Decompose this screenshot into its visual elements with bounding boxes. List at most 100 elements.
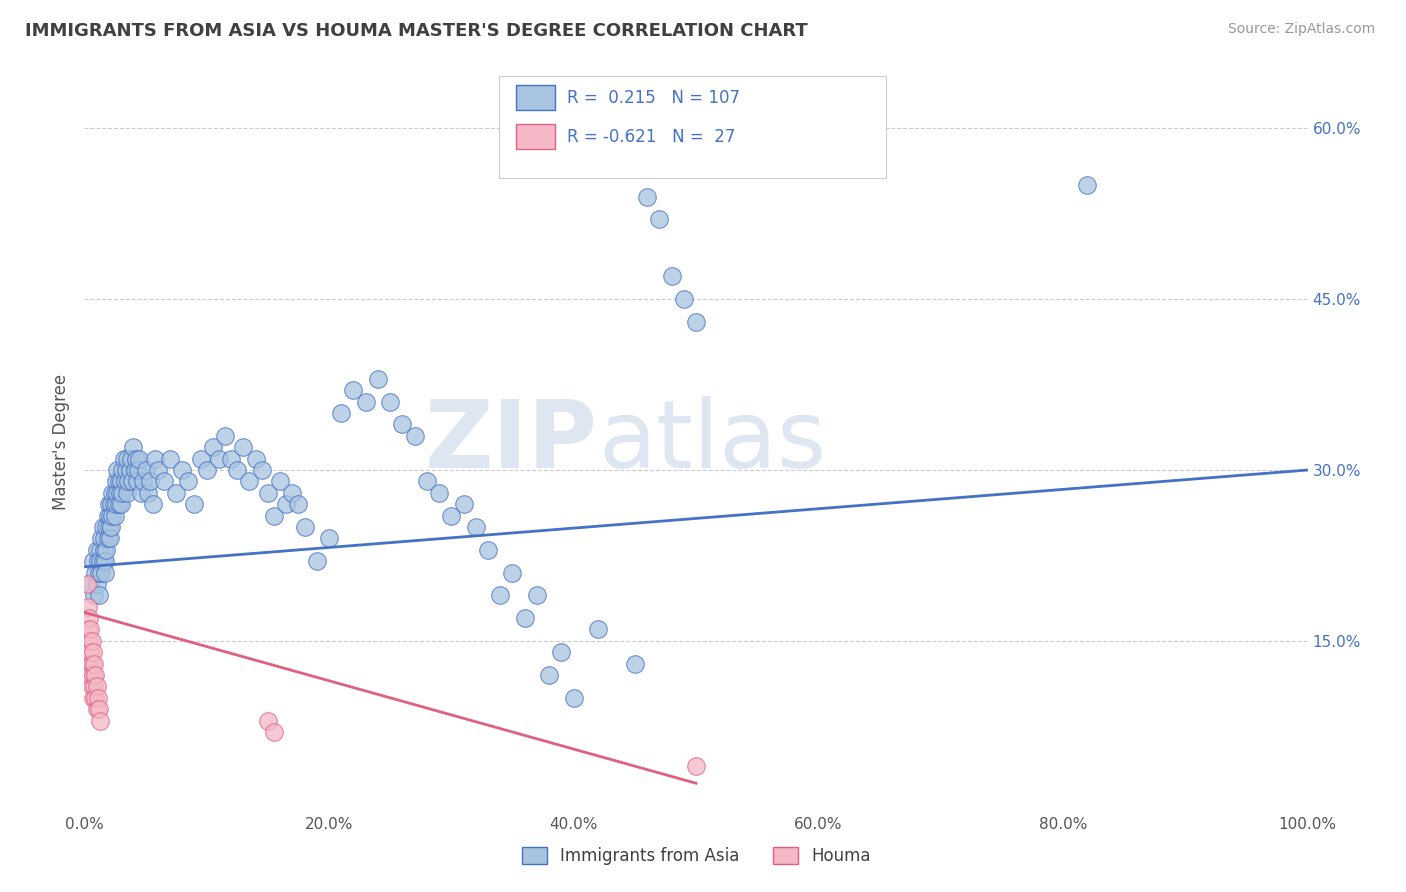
Point (79, 623, 101, 637)
Point (367, 372, 389, 386)
Point (146, 463, 169, 477)
Text: R =  0.215   N = 107: R = 0.215 N = 107 (567, 89, 740, 107)
Point (80, 680, 103, 694)
Text: IMMIGRANTS FROM ASIA VS HOUMA MASTER'S DEGREE CORRELATION CHART: IMMIGRANTS FROM ASIA VS HOUMA MASTER'S D… (25, 22, 808, 40)
Point (143, 451, 166, 466)
Point (440, 508, 463, 523)
Point (83, 657, 105, 671)
Point (127, 463, 149, 477)
Point (105, 485, 128, 500)
Point (624, 657, 647, 671)
Point (77, 611, 100, 625)
Point (86, 702, 108, 716)
Point (80, 657, 103, 671)
Point (190, 451, 212, 466)
Point (513, 611, 536, 625)
Point (269, 475, 291, 489)
Point (416, 475, 439, 489)
Point (82, 645, 104, 659)
Point (502, 566, 524, 580)
Point (105, 497, 128, 511)
Point (404, 429, 426, 443)
Point (125, 451, 148, 466)
Point (263, 725, 285, 739)
Point (305, 554, 328, 568)
Point (226, 463, 249, 477)
Point (77, 623, 100, 637)
Point (128, 451, 150, 466)
Point (87, 690, 110, 705)
Point (489, 588, 512, 602)
Point (121, 475, 143, 489)
Point (94, 566, 117, 580)
Point (90, 566, 112, 580)
Point (103, 497, 125, 511)
Point (195, 463, 218, 477)
Point (77, 633, 100, 648)
Point (79, 645, 101, 659)
Point (661, 269, 683, 284)
Point (250, 463, 273, 477)
Point (79, 668, 101, 682)
Point (111, 485, 134, 500)
Point (94, 554, 117, 568)
Point (83, 588, 105, 602)
Point (453, 497, 475, 511)
Point (93, 542, 115, 557)
Point (110, 475, 132, 489)
Point (108, 485, 131, 500)
Point (100, 520, 122, 534)
Point (87, 702, 110, 716)
Point (100, 497, 122, 511)
Point (87, 588, 110, 602)
Point (84, 690, 107, 705)
Point (464, 520, 486, 534)
Point (83, 680, 105, 694)
Point (91, 520, 114, 534)
Point (294, 520, 316, 534)
Point (550, 645, 572, 659)
Point (115, 463, 138, 477)
Point (129, 485, 152, 500)
Point (232, 440, 254, 454)
Point (77, 657, 100, 671)
Point (111, 463, 134, 477)
Point (208, 451, 231, 466)
Point (281, 485, 304, 500)
Point (391, 417, 413, 432)
Point (648, 212, 671, 227)
Point (89, 554, 111, 568)
Point (98, 532, 121, 546)
Point (685, 315, 707, 329)
Point (117, 475, 139, 489)
Point (105, 475, 128, 489)
Point (526, 588, 548, 602)
Point (153, 475, 176, 489)
Point (139, 475, 162, 489)
Text: ZIP: ZIP (425, 395, 598, 488)
Point (79, 577, 101, 591)
Point (98, 508, 121, 523)
Point (342, 384, 364, 398)
Point (82, 668, 104, 682)
Point (276, 497, 298, 511)
Point (122, 440, 145, 454)
Point (219, 451, 242, 466)
Point (114, 475, 136, 489)
Point (86, 577, 108, 591)
Y-axis label: Master's Degree: Master's Degree (52, 374, 70, 509)
Point (101, 508, 124, 523)
Point (201, 440, 224, 454)
Point (165, 485, 187, 500)
Point (1076, 178, 1098, 193)
Point (142, 497, 165, 511)
Legend: Immigrants from Asia, Houma: Immigrants from Asia, Houma (513, 838, 879, 874)
Point (562, 690, 585, 705)
Point (586, 623, 609, 637)
Point (104, 508, 127, 523)
Text: atlas: atlas (598, 395, 827, 488)
Point (87, 566, 110, 580)
Point (287, 497, 309, 511)
Point (183, 497, 205, 511)
Point (110, 497, 132, 511)
